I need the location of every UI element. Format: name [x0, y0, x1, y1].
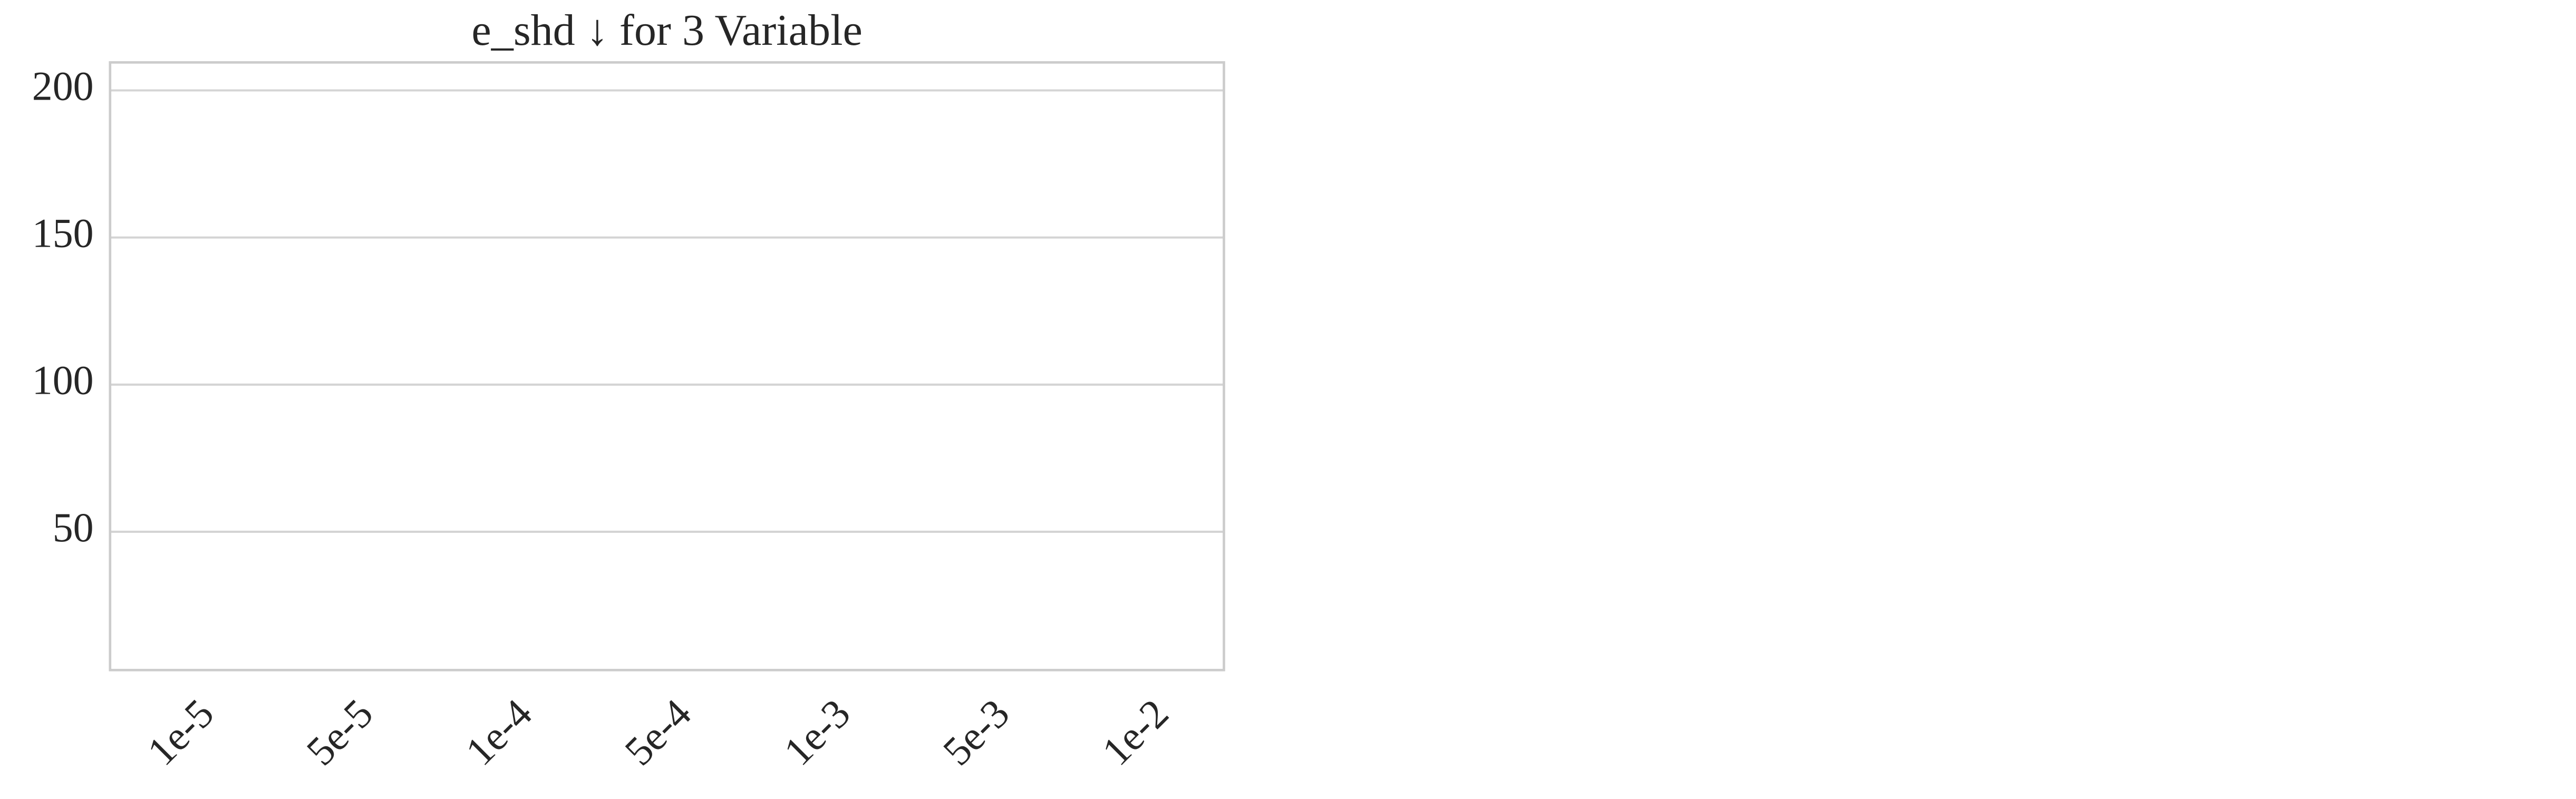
x-tick-label: 1e-3: [775, 690, 859, 774]
x-tick-label: 5e-3: [934, 690, 1018, 774]
y-tick-label: 100: [32, 358, 94, 403]
x-tick-label: 1e-5: [139, 690, 222, 774]
y-tick-label: 150: [32, 211, 94, 256]
x-tick-label: 5e-4: [616, 690, 700, 774]
plot-frame: [109, 61, 1225, 671]
y-tick-label: 50: [53, 505, 94, 550]
x-tick-label: 5e-5: [298, 690, 382, 774]
y-tick-label: 200: [32, 63, 94, 109]
chart-title: e_shd ↓ for 3 Variable: [471, 6, 862, 55]
x-tick-label: 1e-2: [1093, 690, 1177, 774]
x-tick-label: 1e-4: [457, 690, 541, 774]
